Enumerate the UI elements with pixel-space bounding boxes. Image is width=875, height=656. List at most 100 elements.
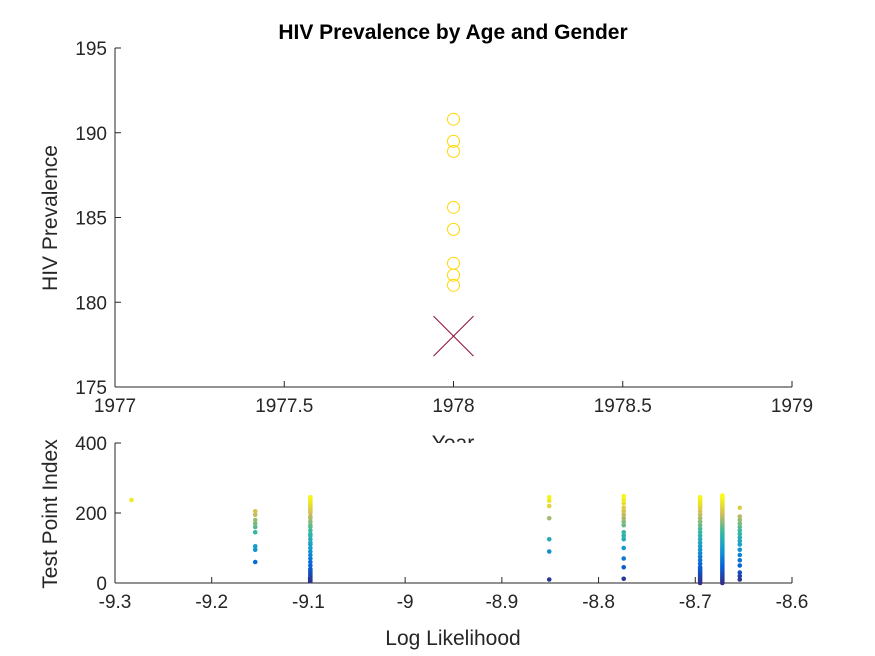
data-point-dot bbox=[697, 522, 703, 528]
data-point-circle bbox=[447, 268, 460, 282]
top-x-tick-label: 1977.5 bbox=[255, 396, 313, 417]
data-point-dot bbox=[697, 494, 703, 500]
data-point-dot bbox=[308, 536, 313, 542]
data-point-dot bbox=[737, 542, 743, 547]
top-y-tick-label: 185 bbox=[75, 209, 107, 230]
data-point-dot bbox=[737, 535, 743, 540]
bottom-y-tick-label: 400 bbox=[75, 434, 107, 455]
data-point-dot bbox=[697, 540, 703, 546]
data-point-dot bbox=[737, 521, 743, 526]
data-point-dot bbox=[621, 545, 627, 551]
data-point-dot bbox=[737, 570, 743, 575]
data-point-dot bbox=[621, 564, 627, 570]
data-point-dot bbox=[129, 497, 134, 503]
data-point-dot bbox=[252, 512, 258, 518]
data-point-dot bbox=[621, 576, 627, 582]
top-x-tick-label: 1978 bbox=[432, 396, 474, 417]
data-point-dot bbox=[308, 531, 313, 537]
data-point-dot bbox=[308, 552, 313, 558]
data-point-dot bbox=[737, 524, 743, 530]
data-point-dot bbox=[697, 536, 703, 542]
data-point-circle bbox=[447, 200, 460, 214]
data-point-circle bbox=[447, 134, 460, 148]
bottom-axes: -9.3 -9.2 -9.1 -9 -8.9 -8.8 -8.7 -8.6 0 200 400 bbox=[75, 434, 808, 613]
top-y-axis-label: HIV Prevalence bbox=[39, 145, 62, 291]
data-point-dot bbox=[308, 514, 313, 519]
data-point-dot bbox=[621, 512, 627, 518]
data-point-dot bbox=[737, 552, 743, 558]
data-point-dot bbox=[697, 564, 703, 570]
data-point-dot bbox=[621, 529, 627, 535]
bottom-x-tick-label: -9.2 bbox=[195, 592, 228, 613]
data-point-dot bbox=[697, 529, 703, 535]
data-point-dot bbox=[737, 538, 743, 544]
top-x-tick-label: 1979 bbox=[771, 396, 813, 417]
label-clip-mask bbox=[350, 443, 550, 473]
data-point-dot bbox=[697, 512, 703, 518]
data-point-circle bbox=[447, 222, 460, 236]
data-point-x bbox=[433, 315, 474, 357]
data-point-dot bbox=[546, 577, 552, 582]
top-marks bbox=[433, 112, 474, 357]
data-point-dot bbox=[737, 573, 743, 579]
data-point-dot bbox=[737, 505, 743, 511]
top-chart-title: HIV Prevalence by Age and Gender bbox=[278, 21, 627, 44]
data-point-dot bbox=[737, 557, 743, 563]
data-point-dot bbox=[546, 494, 552, 500]
data-point-dot bbox=[621, 519, 627, 525]
data-point-dot bbox=[308, 494, 313, 500]
data-point-dot bbox=[546, 515, 552, 521]
data-point-dot bbox=[308, 519, 313, 525]
data-point-dot bbox=[621, 536, 627, 542]
data-point-dot bbox=[621, 497, 627, 503]
bottom-x-tick-label: -8.7 bbox=[679, 592, 712, 613]
data-point-dot bbox=[720, 493, 725, 498]
data-point-dot bbox=[697, 550, 703, 556]
data-point-circle bbox=[447, 256, 460, 270]
data-point-dot bbox=[697, 554, 703, 560]
data-point-dot bbox=[737, 563, 743, 568]
data-point-dot bbox=[252, 529, 258, 535]
data-point-dot bbox=[252, 559, 258, 565]
data-point-dot bbox=[308, 528, 313, 533]
data-point-dot bbox=[252, 543, 258, 549]
data-point-dot bbox=[308, 522, 313, 528]
data-point-dot bbox=[308, 559, 313, 565]
data-point-dot bbox=[308, 566, 313, 572]
data-point-dot bbox=[621, 556, 627, 561]
top-x-tick-label: 1977 bbox=[94, 396, 136, 417]
bottom-y-tick-label: 0 bbox=[96, 574, 107, 595]
data-point-dot bbox=[697, 526, 703, 532]
bottom-y-tick-label: 200 bbox=[75, 504, 107, 525]
data-point-dot bbox=[308, 549, 313, 554]
bottom-x-axis-label: Log Likelihood bbox=[385, 627, 520, 650]
data-point-dot bbox=[308, 540, 313, 546]
top-chart: HIV Prevalence by Age and Gender 1977 197… bbox=[39, 21, 813, 455]
top-y-tick-label: 180 bbox=[75, 293, 107, 314]
data-point-dot bbox=[697, 561, 703, 567]
bottom-marks bbox=[129, 493, 743, 586]
data-point-dot bbox=[697, 547, 703, 553]
bottom-x-tick-label: -8.9 bbox=[485, 592, 518, 613]
top-y-tick-label: 195 bbox=[75, 39, 107, 60]
data-point-dot bbox=[737, 531, 743, 537]
top-y-tick-label: 175 bbox=[75, 378, 107, 399]
data-point-dot bbox=[308, 556, 313, 561]
data-point-circle bbox=[447, 278, 460, 292]
data-point-dot bbox=[308, 545, 313, 551]
bottom-x-tick-label: -9.3 bbox=[99, 592, 132, 613]
data-point-dot bbox=[546, 536, 552, 542]
bottom-x-tick-label: -9 bbox=[397, 592, 414, 613]
top-x-tick-label: 1978.5 bbox=[594, 396, 652, 417]
data-point-dot bbox=[697, 533, 703, 539]
data-point-dot bbox=[252, 547, 258, 553]
data-point-dot bbox=[252, 521, 258, 526]
data-point-dot bbox=[546, 549, 552, 554]
data-point-dot bbox=[308, 563, 313, 568]
data-point-dot bbox=[546, 498, 552, 504]
data-point-dot bbox=[697, 557, 703, 563]
data-point-dot bbox=[737, 577, 743, 582]
bottom-x-tick-label: -9.1 bbox=[292, 592, 325, 613]
data-point-dot bbox=[621, 515, 627, 521]
